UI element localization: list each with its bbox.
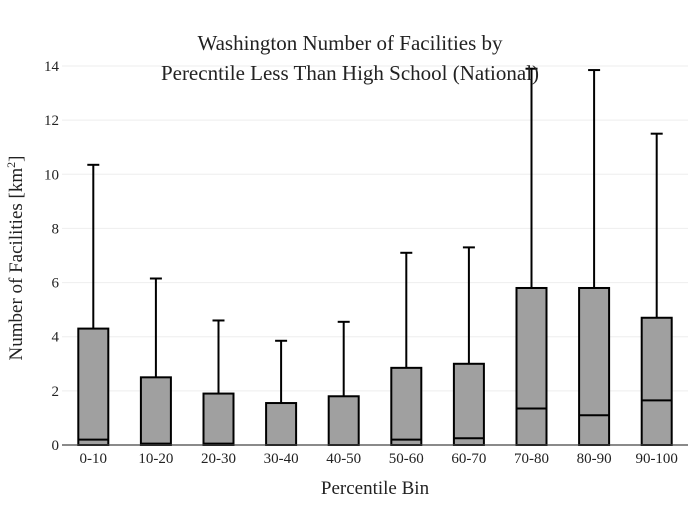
y-tick-label: 4 — [52, 330, 60, 346]
y-tick-label: 8 — [52, 221, 60, 237]
y-tick-label: 0 — [52, 438, 60, 454]
iqr-box — [77, 327, 110, 447]
x-axis-label: Percentile Bin — [321, 478, 430, 499]
x-tick-label: 80-90 — [577, 451, 612, 467]
gridlines — [62, 65, 688, 392]
x-tick-label: 10-20 — [138, 451, 173, 467]
x-tick-label: 70-80 — [514, 451, 549, 467]
y-axis-label-main: Number of Facilities [km — [6, 168, 27, 361]
iqr-box — [452, 362, 485, 446]
box-60-70 — [452, 246, 485, 446]
x-tick-label: 0-10 — [80, 451, 108, 467]
box-10-20 — [139, 277, 172, 447]
iqr-box — [515, 286, 548, 446]
box-90-100 — [640, 132, 673, 446]
y-tick-label: 14 — [44, 59, 60, 75]
iqr-box — [139, 376, 172, 447]
y-axis-label: Number of Facilities [km2] — [4, 156, 27, 361]
iqr-box — [640, 316, 673, 446]
iqr-box — [202, 392, 235, 447]
y-tick-labels: 0 2 4 6 8 10 12 14 — [44, 59, 60, 454]
y-axis-label-superscript: 2 — [4, 162, 18, 168]
chart-title-line-1: Washington Number of Facilities by — [197, 31, 503, 55]
y-tick-label: 12 — [44, 113, 59, 129]
iqr-box — [390, 366, 423, 447]
y-tick-label: 2 — [52, 384, 60, 400]
x-tick-label: 30-40 — [264, 451, 299, 467]
x-tick-labels: 0-10 10-20 20-30 30-40 40-50 50-60 60-70 70-80 8… — [80, 451, 678, 467]
boxes — [77, 67, 673, 447]
box-40-50 — [327, 320, 360, 446]
y-axis-label-close: ] — [6, 156, 27, 162]
x-tick-label: 90-100 — [635, 451, 678, 467]
x-tick-label: 60-70 — [451, 451, 486, 467]
box-0-10 — [77, 163, 110, 447]
box-20-30 — [202, 319, 235, 447]
x-tick-label: 40-50 — [326, 451, 361, 467]
y-tick-label: 10 — [44, 167, 59, 183]
iqr-box — [327, 395, 360, 446]
box-70-80 — [515, 67, 548, 446]
iqr-box — [265, 402, 298, 446]
y-tick-label: 6 — [52, 276, 60, 292]
x-tick-label: 50-60 — [389, 451, 424, 467]
box-50-60 — [390, 251, 423, 447]
iqr-box — [578, 286, 611, 446]
x-tick-label: 20-30 — [201, 451, 236, 467]
chart-title-line-2: Perecntile Less Than High School (Nation… — [161, 61, 539, 85]
box-80-90 — [578, 69, 611, 446]
box-30-40 — [265, 339, 298, 446]
